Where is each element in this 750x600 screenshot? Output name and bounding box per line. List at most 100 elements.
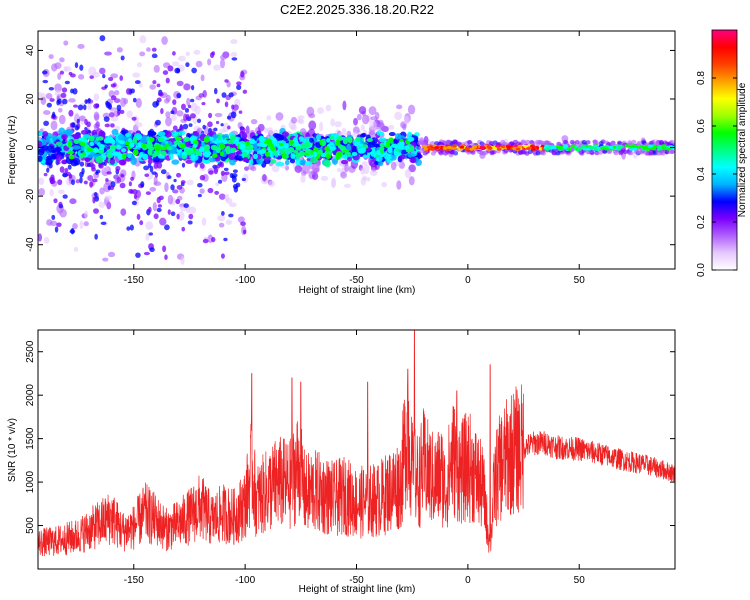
spectral-cell bbox=[176, 213, 180, 220]
spectral-cell bbox=[145, 232, 150, 241]
spectral-cell bbox=[109, 185, 115, 191]
spectral-cell bbox=[105, 100, 109, 106]
spectral-cell bbox=[267, 143, 275, 148]
spectral-cell bbox=[434, 146, 440, 150]
spectral-cell bbox=[56, 160, 61, 165]
spectral-cell bbox=[104, 51, 112, 56]
spectral-cell bbox=[45, 136, 51, 143]
spectral-cell bbox=[176, 184, 183, 190]
spectral-cell bbox=[54, 83, 62, 93]
spectral-cell bbox=[224, 101, 229, 108]
spectral-cell bbox=[92, 196, 96, 204]
spectral-cell bbox=[442, 146, 448, 150]
spectral-cell bbox=[171, 61, 180, 67]
spectral-cell bbox=[589, 146, 594, 150]
snr-panel: -150 -100 -50 0 50 500 1000 1500 2000 2500 Height… bbox=[7, 329, 676, 595]
spectral-cell bbox=[207, 187, 214, 194]
spectral-cell bbox=[184, 107, 190, 113]
spectral-cell bbox=[235, 150, 243, 156]
spectral-cell bbox=[323, 159, 331, 168]
spectral-cell bbox=[83, 221, 89, 227]
spectral-cell bbox=[119, 75, 124, 81]
spectral-cell bbox=[62, 98, 68, 105]
spectral-cell bbox=[199, 163, 205, 169]
spectral-cell bbox=[139, 35, 147, 44]
spectral-cell bbox=[43, 172, 48, 177]
spectral-cell bbox=[226, 115, 232, 120]
spectral-cell bbox=[171, 159, 180, 165]
spectral-cell bbox=[656, 147, 662, 151]
spectral-cell bbox=[99, 214, 104, 220]
spectral-cell bbox=[235, 182, 241, 188]
spectral-cell bbox=[418, 140, 424, 145]
spectral-cell bbox=[306, 142, 311, 148]
spectral-cell bbox=[104, 84, 108, 89]
spectral-cell bbox=[157, 131, 166, 137]
spectral-cell bbox=[549, 146, 555, 150]
spectrogram-ylabel: Frequency (Hz) bbox=[7, 116, 18, 185]
spectral-cell bbox=[89, 181, 94, 188]
spectral-cell bbox=[120, 55, 125, 61]
spectral-cell bbox=[107, 152, 112, 159]
spectral-cell bbox=[64, 167, 69, 174]
spectral-cell bbox=[50, 153, 56, 159]
spectral-cell bbox=[661, 147, 667, 151]
spectral-cell bbox=[256, 142, 264, 147]
spectral-cell bbox=[613, 150, 619, 156]
spectral-cell bbox=[298, 136, 304, 141]
spectral-cell bbox=[116, 104, 122, 112]
spectral-cell bbox=[117, 134, 126, 141]
spectral-cell bbox=[360, 124, 365, 131]
spectral-cell bbox=[325, 104, 332, 112]
spectral-cell bbox=[217, 136, 222, 141]
spectral-cell bbox=[465, 146, 470, 150]
spectral-cell bbox=[109, 158, 115, 165]
spectral-cell bbox=[369, 169, 378, 177]
spectral-cell bbox=[619, 144, 624, 149]
spectral-cell bbox=[174, 136, 182, 141]
spectral-cell bbox=[296, 118, 303, 123]
spectral-cell bbox=[92, 178, 98, 183]
spectral-cell bbox=[102, 74, 106, 79]
spectral-cell bbox=[182, 123, 189, 130]
spectral-cell bbox=[102, 166, 109, 173]
spectral-cell bbox=[230, 111, 237, 119]
spectral-cell bbox=[373, 126, 381, 131]
spectral-cell bbox=[163, 130, 172, 138]
spectral-cell bbox=[393, 151, 399, 156]
spectral-cell bbox=[119, 109, 125, 114]
spectral-cell bbox=[61, 134, 68, 140]
spectral-cell bbox=[311, 170, 318, 175]
spectral-cell bbox=[162, 245, 167, 253]
spectral-cell bbox=[149, 137, 155, 142]
spectral-cell bbox=[228, 213, 234, 218]
spectral-cell bbox=[236, 84, 242, 91]
spectral-cell bbox=[479, 151, 485, 156]
spectral-cell bbox=[99, 35, 106, 42]
spectral-cell bbox=[138, 83, 143, 88]
spectral-cell bbox=[225, 219, 232, 225]
spectral-cell bbox=[126, 110, 133, 119]
spectral-cell bbox=[300, 174, 306, 183]
spectral-cell bbox=[582, 147, 588, 151]
spectral-cell bbox=[64, 80, 70, 85]
spectral-cell bbox=[585, 140, 591, 145]
spectral-cell bbox=[164, 224, 170, 231]
snr-axes: -150 -100 -50 0 50 500 1000 1500 2000 2500 bbox=[25, 330, 675, 586]
spectral-cell bbox=[360, 167, 365, 175]
spectral-cell bbox=[488, 140, 494, 146]
spectral-cell bbox=[175, 199, 181, 205]
spectral-cell bbox=[325, 153, 332, 159]
spectral-cell bbox=[99, 187, 105, 195]
spectral-cell bbox=[186, 149, 194, 156]
spectral-cell bbox=[99, 144, 105, 151]
spectral-cell bbox=[178, 211, 185, 221]
spectral-cell bbox=[213, 167, 219, 175]
spectral-cell bbox=[79, 220, 84, 230]
spectral-cell bbox=[407, 136, 415, 142]
spectral-cell bbox=[317, 107, 324, 114]
spectrogram-xtick-label: 0 bbox=[465, 275, 471, 286]
spectral-cell bbox=[49, 179, 56, 185]
spectral-cell bbox=[631, 139, 637, 145]
spectral-cell bbox=[243, 229, 247, 235]
